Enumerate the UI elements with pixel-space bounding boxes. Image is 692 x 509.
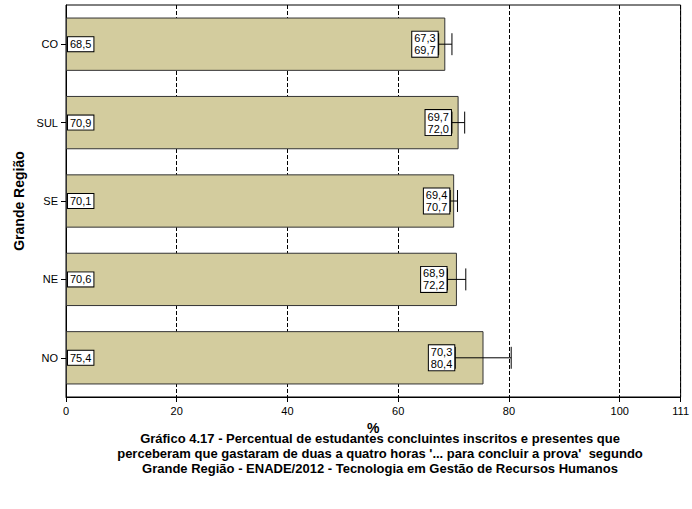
svg-text:68,5: 68,5	[70, 38, 91, 50]
svg-text:70,6: 70,6	[70, 273, 91, 285]
svg-text:80: 80	[503, 405, 515, 417]
svg-text:20: 20	[171, 405, 183, 417]
svg-text:NO: NO	[42, 352, 59, 364]
svg-text:Grande Região: Grande Região	[11, 151, 27, 251]
svg-text:60: 60	[392, 405, 404, 417]
svg-text:SUL: SUL	[37, 117, 58, 129]
svg-text:70,1: 70,1	[70, 195, 91, 207]
svg-text:67,3: 67,3	[414, 32, 435, 44]
svg-text:100: 100	[611, 405, 629, 417]
svg-text:70,7: 70,7	[426, 201, 447, 213]
svg-text:69,7: 69,7	[414, 44, 435, 56]
svg-text:Grande Região - ENADE/2012 - T: Grande Região - ENADE/2012 - Tecnologia …	[142, 461, 618, 476]
svg-text:perceberam que gastaram de dua: perceberam que gastaram de duas a quatro…	[117, 446, 643, 461]
svg-text:NE: NE	[43, 273, 58, 285]
svg-text:80,4: 80,4	[431, 358, 452, 370]
svg-text:68,9: 68,9	[423, 267, 444, 279]
svg-text:72,0: 72,0	[428, 123, 449, 135]
svg-text:70,9: 70,9	[70, 117, 91, 129]
svg-text:Gráfico 4.17 - Percentual de e: Gráfico 4.17 - Percentual de estudantes …	[140, 431, 620, 446]
svg-text:0: 0	[63, 405, 69, 417]
svg-text:70,3: 70,3	[431, 346, 452, 358]
svg-text:SE: SE	[43, 195, 58, 207]
svg-text:72,2: 72,2	[423, 279, 444, 291]
svg-text:111: 111	[672, 405, 689, 417]
svg-text:75,4: 75,4	[70, 352, 91, 364]
svg-text:CO: CO	[42, 38, 59, 50]
svg-text:40: 40	[281, 405, 293, 417]
svg-text:69,7: 69,7	[428, 111, 449, 123]
svg-text:69,4: 69,4	[426, 189, 447, 201]
